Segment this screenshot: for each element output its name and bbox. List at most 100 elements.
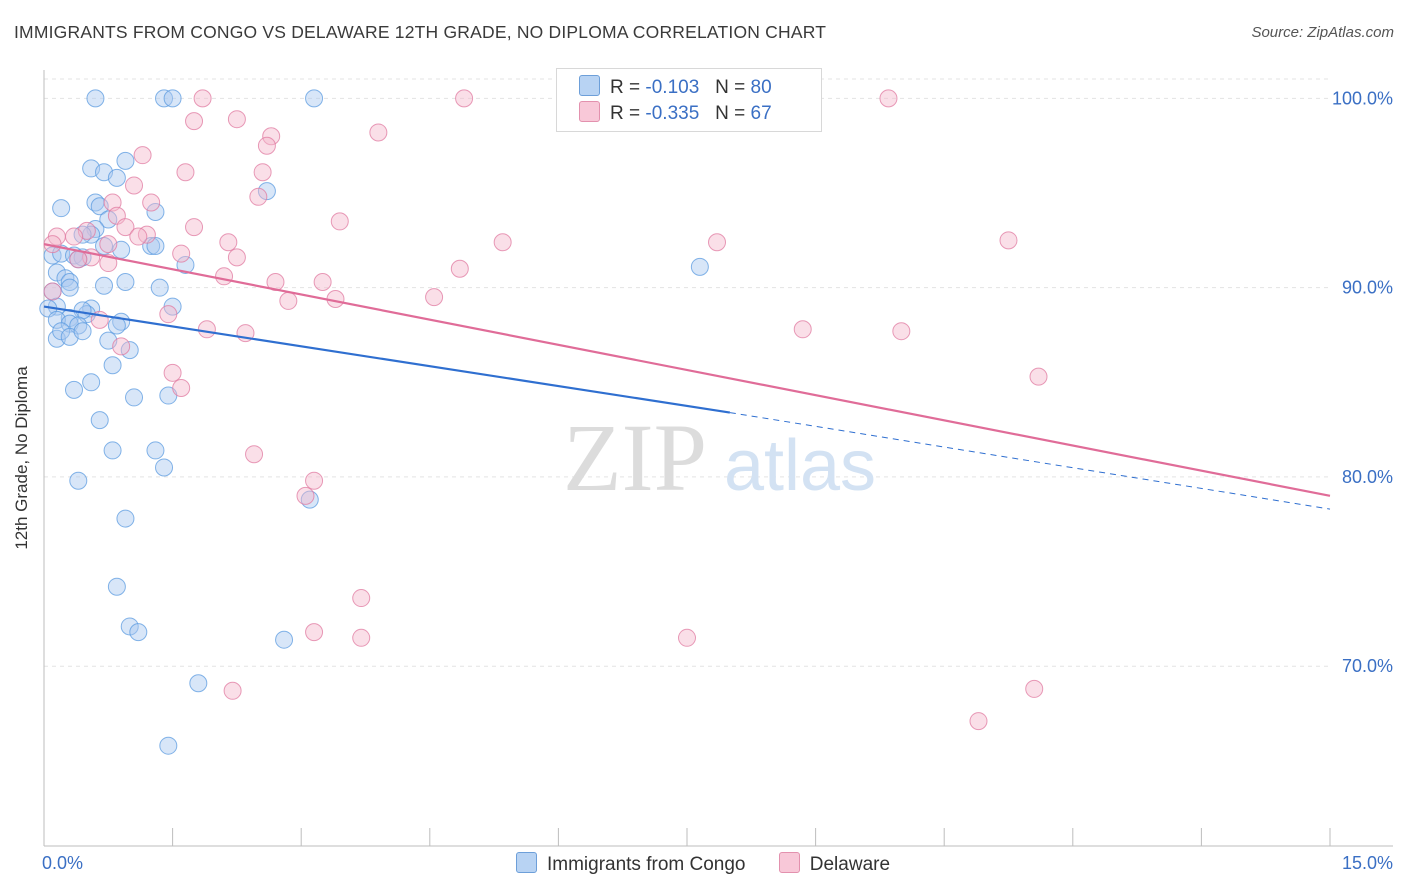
watermark-atlas: atlas xyxy=(724,426,876,506)
point-delaware xyxy=(352,589,371,608)
point-congo xyxy=(189,674,208,693)
point-delaware xyxy=(133,146,152,165)
point-congo xyxy=(69,471,88,490)
point-delaware xyxy=(425,288,444,307)
point-congo xyxy=(116,272,135,291)
x-tick-label-max: 15.0% xyxy=(1341,853,1393,873)
point-delaware xyxy=(116,218,135,237)
point-delaware xyxy=(1029,367,1048,386)
legend-congo-swatch xyxy=(515,852,537,873)
point-delaware xyxy=(305,623,324,642)
point-delaware xyxy=(793,320,812,339)
point-delaware xyxy=(678,628,696,647)
point-congo xyxy=(95,276,114,295)
congo-r-label: R = xyxy=(610,77,641,98)
stats-row-delaware: R = -0.335 N = 67 xyxy=(579,101,772,127)
point-delaware xyxy=(125,176,144,195)
point-congo xyxy=(86,89,105,108)
point-delaware xyxy=(142,193,161,212)
point-delaware xyxy=(1025,679,1044,698)
point-delaware xyxy=(969,712,988,731)
point-congo xyxy=(99,210,118,229)
point-congo xyxy=(116,509,135,528)
point-delaware xyxy=(215,267,234,286)
point-congo xyxy=(163,89,182,108)
point-delaware xyxy=(219,233,238,252)
point-congo xyxy=(107,168,126,187)
point-congo xyxy=(155,458,174,477)
y-tick-label: 90.0% xyxy=(1342,278,1393,298)
point-congo xyxy=(103,441,122,460)
point-congo xyxy=(129,623,148,642)
point-delaware xyxy=(172,244,191,263)
point-delaware xyxy=(249,187,268,206)
congo-n-value: 80 xyxy=(750,77,772,98)
watermark-zip: ZIP xyxy=(563,404,707,511)
point-congo xyxy=(52,322,71,341)
stats-row-congo: R = -0.103 N = 80 xyxy=(579,75,772,101)
point-congo xyxy=(125,388,144,407)
point-delaware xyxy=(305,471,324,490)
delaware-swatch xyxy=(579,101,600,122)
point-delaware xyxy=(129,227,148,246)
point-congo xyxy=(107,577,126,596)
point-congo xyxy=(90,411,109,430)
point-delaware xyxy=(227,110,246,129)
point-delaware xyxy=(352,628,371,647)
trend-line-delaware xyxy=(43,243,1331,497)
data-points xyxy=(39,89,1048,755)
point-delaware xyxy=(99,235,118,254)
series-legend: Immigrants from Congo Delaware xyxy=(0,852,1406,876)
point-congo xyxy=(65,380,84,399)
point-congo xyxy=(146,202,165,221)
point-congo xyxy=(116,151,135,170)
congo-n-label: N = xyxy=(715,77,746,98)
point-delaware xyxy=(172,378,191,397)
point-congo xyxy=(690,257,709,276)
delaware-n-label: N = xyxy=(715,103,746,124)
point-delaware xyxy=(455,89,474,108)
point-congo xyxy=(305,89,324,108)
y-axis-label: 12th Grade, No Diploma xyxy=(12,366,31,550)
trend-line-congo xyxy=(43,305,731,414)
point-congo xyxy=(150,278,169,297)
point-delaware xyxy=(262,127,281,146)
point-delaware xyxy=(163,363,182,382)
point-delaware xyxy=(99,254,118,273)
point-delaware xyxy=(176,163,195,182)
point-delaware xyxy=(197,320,216,339)
point-congo xyxy=(73,322,92,341)
chart-title: IMMIGRANTS FROM CONGO VS DELAWARE 12TH G… xyxy=(14,22,827,42)
point-delaware xyxy=(185,112,204,131)
delaware-r-label: R = xyxy=(610,103,641,124)
legend-delaware-swatch xyxy=(778,852,800,873)
point-delaware xyxy=(892,322,911,341)
y-tick-label: 100.0% xyxy=(1332,88,1393,108)
point-congo xyxy=(257,182,276,201)
point-delaware xyxy=(369,123,388,142)
y-tick-label: 80.0% xyxy=(1342,467,1393,487)
point-delaware xyxy=(450,259,469,278)
congo-r-value: -0.103 xyxy=(645,77,700,98)
point-congo xyxy=(142,237,161,256)
point-congo xyxy=(275,630,294,649)
y-tick-label: 70.0% xyxy=(1342,656,1393,676)
point-congo xyxy=(52,199,71,218)
point-delaware xyxy=(185,218,204,237)
point-delaware xyxy=(69,250,88,269)
point-delaware xyxy=(999,231,1018,250)
point-delaware xyxy=(296,486,315,505)
gridlines xyxy=(44,78,1330,667)
legend-delaware-label: Delaware xyxy=(809,854,891,875)
point-delaware xyxy=(257,136,276,155)
point-congo xyxy=(60,278,79,297)
point-congo xyxy=(82,373,101,392)
point-congo xyxy=(60,272,79,291)
point-congo xyxy=(159,736,178,755)
point-delaware xyxy=(708,233,727,252)
tick-labels: 70.0% 80.0% 90.0% 100.0% xyxy=(1332,88,1393,676)
point-delaware xyxy=(43,282,62,301)
point-congo xyxy=(120,617,139,636)
legend-congo-label: Immigrants from Congo xyxy=(546,854,746,875)
